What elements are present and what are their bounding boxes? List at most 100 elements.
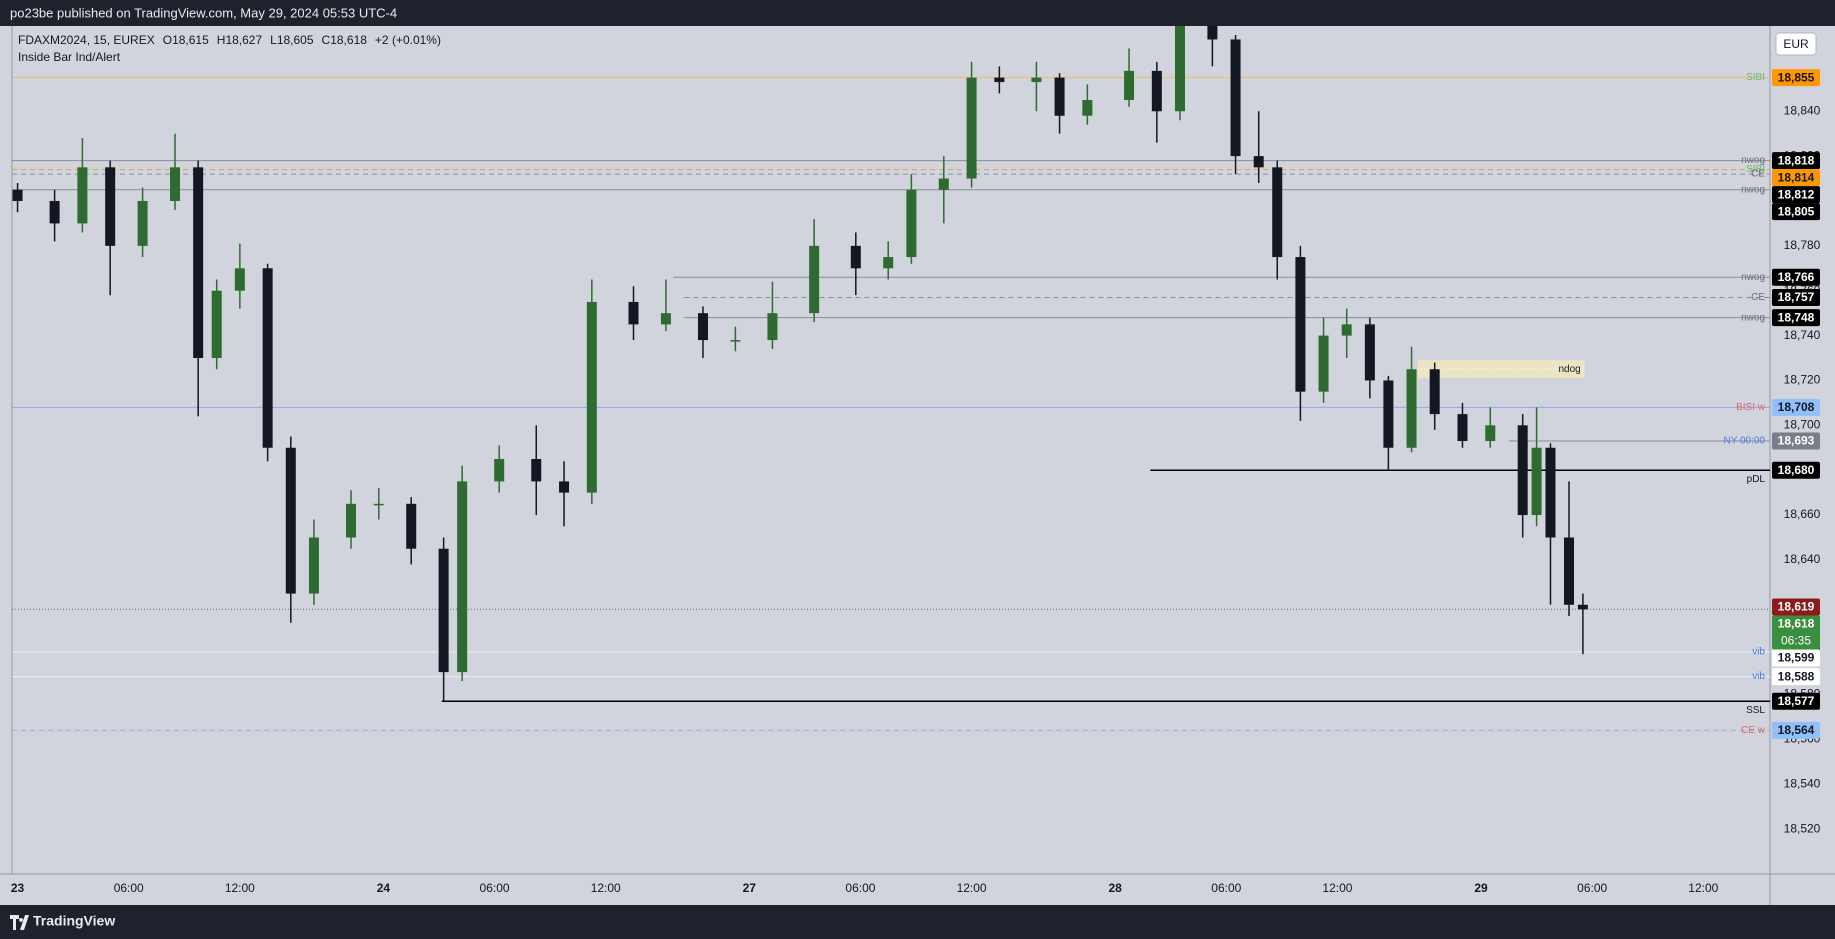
y-tick-label: 18,660 — [1784, 507, 1821, 521]
price-box — [1772, 186, 1820, 204]
y-tick-label: 18,780 — [1784, 238, 1821, 252]
candle-body — [1230, 39, 1241, 157]
candle-body — [1577, 604, 1588, 610]
candle-body — [193, 167, 204, 359]
x-tick-label: 24 — [377, 881, 391, 895]
currency[interactable]: EUR — [1783, 37, 1809, 51]
level-label: nwog — [1741, 272, 1765, 283]
y-tick-label: 18,740 — [1784, 328, 1821, 342]
candle-body — [77, 167, 88, 224]
price-box — [1772, 649, 1820, 667]
level-label: nwog — [1741, 155, 1765, 166]
price-box — [1772, 461, 1820, 479]
candle-body — [1406, 369, 1417, 448]
candle-body — [586, 301, 597, 493]
candle-body — [1457, 414, 1468, 442]
candle-body — [730, 340, 741, 342]
x-tick-label: 06:00 — [1211, 881, 1241, 895]
level-label: SIBI — [1746, 72, 1765, 83]
price-box — [1772, 615, 1820, 650]
price-box — [1772, 152, 1820, 170]
price-box — [1772, 288, 1820, 306]
price-box — [1772, 268, 1820, 286]
candle-body — [1272, 167, 1283, 258]
price-box — [1772, 398, 1820, 416]
price-box-label: 18,814 — [1778, 170, 1815, 184]
price-box — [1772, 721, 1820, 739]
candle-body — [1341, 324, 1352, 336]
x-tick-label: 06:00 — [845, 881, 875, 895]
brand-name[interactable]: TradingView — [33, 913, 115, 929]
candle-body — [697, 313, 708, 341]
candle-body — [308, 537, 319, 594]
candle-body — [1383, 380, 1394, 448]
candle-body — [262, 268, 273, 448]
candle-body — [1207, 26, 1218, 40]
candle-body — [1485, 425, 1496, 442]
y-tick-label: 18,520 — [1784, 821, 1821, 835]
x-tick-label: 06:00 — [480, 881, 510, 895]
candle-body — [1295, 257, 1306, 392]
y-tick-label: 18,640 — [1784, 552, 1821, 566]
candle-body — [850, 245, 861, 269]
candle-body — [1054, 77, 1065, 116]
candle-body — [559, 481, 570, 493]
price-box — [1772, 598, 1820, 616]
x-tick-label: 12:00 — [591, 881, 621, 895]
price-box — [1772, 69, 1820, 87]
price-box-label: 18,805 — [1778, 204, 1815, 218]
price-box-label: 18,599 — [1778, 651, 1815, 665]
x-tick-label: 12:00 — [225, 881, 255, 895]
candle-body — [1531, 447, 1542, 516]
x-tick-label: 29 — [1474, 881, 1488, 895]
candle-body — [170, 167, 181, 201]
zone-label: ndog — [1559, 364, 1581, 375]
level-label: nwog — [1741, 184, 1765, 195]
price-box — [1772, 692, 1820, 710]
candle-body — [285, 447, 296, 594]
candle-body — [1082, 100, 1093, 116]
candle-body — [1517, 425, 1528, 516]
level-label: pDL — [1747, 474, 1766, 485]
quote-open: O18,615 — [163, 33, 209, 47]
price-box-label: 18,812 — [1778, 187, 1815, 201]
level-label: BISI w — [1736, 402, 1766, 413]
candle-body — [1429, 369, 1440, 415]
price-box-label: 18,588 — [1778, 669, 1815, 683]
candle-body — [1124, 70, 1135, 101]
candle-body — [809, 245, 820, 314]
bottom-bar — [0, 905, 1835, 939]
level-label: vib — [1752, 647, 1765, 658]
candle-body — [1174, 26, 1185, 112]
x-tick-label: 06:00 — [1577, 881, 1607, 895]
candle-body — [1031, 77, 1042, 83]
indicator-name: Inside Bar Ind/Alert — [18, 50, 121, 64]
price-box-label: 18,618 — [1778, 617, 1815, 631]
currency-button[interactable]: EUR — [1775, 32, 1817, 56]
quote-low: L18,605 — [270, 33, 314, 47]
y-tick-label: 18,720 — [1784, 373, 1821, 387]
publish-info: po23be published on TradingView.com, May… — [10, 5, 397, 20]
candle-body — [137, 200, 148, 246]
price-box-label: 18,693 — [1778, 434, 1815, 448]
price-box — [1772, 169, 1820, 187]
symbol: FDAXM2024, 15, EUREX — [18, 33, 155, 47]
candle-body — [1318, 335, 1329, 392]
x-tick-label: 12:00 — [1688, 881, 1718, 895]
level-label: NY 00:00 — [1723, 436, 1765, 447]
y-tick-label: 18,700 — [1784, 417, 1821, 431]
symbol-info: FDAXM2024, 15, EUREX O18,615 H18,627 L18,60… — [18, 33, 441, 47]
price-box-label: 18,564 — [1778, 723, 1815, 737]
currency-box[interactable] — [1775, 32, 1817, 56]
x-tick-label: 12:00 — [957, 881, 987, 895]
price-box-label: 18,766 — [1778, 270, 1815, 284]
price-box-label: 18,855 — [1778, 70, 1815, 84]
brand-logo[interactable]: TradingView — [10, 913, 115, 930]
x-tick-label: 27 — [743, 881, 757, 895]
price-box — [1772, 432, 1820, 450]
candle-body — [531, 458, 542, 482]
price-box-label: 18,619 — [1778, 600, 1815, 614]
countdown: 06:35 — [1781, 634, 1811, 648]
candle-body — [494, 458, 505, 482]
